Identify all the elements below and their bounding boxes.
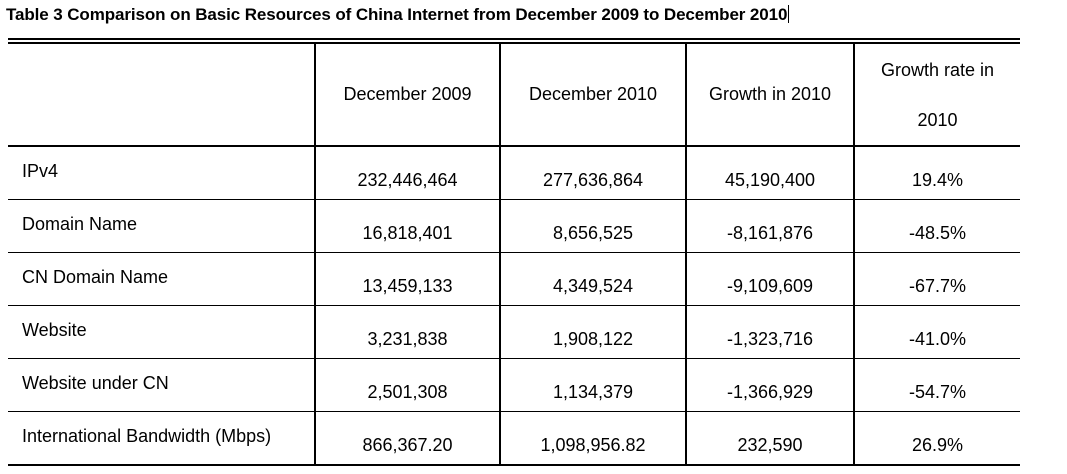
cell-dec-2009: 16,818,401: [314, 199, 500, 252]
cell-growth-rate: -41.0%: [853, 305, 1020, 358]
text-cursor: [788, 5, 790, 23]
cell-growth-rate: -67.7%: [853, 252, 1020, 305]
header-growth-rate-line1: Growth rate in: [880, 59, 995, 80]
cell-growth: 232,590: [685, 411, 854, 464]
cell-dec-2010: 1,098,956.82: [499, 411, 686, 464]
header-growth-rate: Growth rate in 2010: [853, 44, 1020, 147]
table-title: Table 3 Comparison on Basic Resources of…: [6, 5, 790, 25]
cell-growth: -1,366,929: [685, 358, 854, 411]
row-label: Domain Name: [22, 213, 138, 234]
table-title-text: Table 3 Comparison on Basic Resources of…: [6, 5, 788, 24]
cell-dec-2010: 277,636,864: [499, 146, 686, 199]
table-row: Website under CN 2,501,308 1,134,379 -1,366…: [8, 358, 1020, 411]
cell-growth: -8,161,876: [685, 199, 854, 252]
cell-dec-2010: 1,134,379: [499, 358, 686, 411]
cell-dec-2010: 4,349,524: [499, 252, 686, 305]
header-growth-rate-line2: 2010: [917, 109, 958, 130]
cell-dec-2009: 866,367.20: [314, 411, 500, 464]
cell-growth: 45,190,400: [685, 146, 854, 199]
header-dec-2009: December 2009: [314, 44, 500, 147]
cell-dec-2009: 232,446,464: [314, 146, 500, 199]
cell-growth: -1,323,716: [685, 305, 854, 358]
row-label: IPv4: [22, 161, 59, 181]
cell-dec-2010: 8,656,525: [499, 199, 686, 252]
table-row: IPv4 232,446,464 277,636,864 45,190,400 19.4…: [8, 146, 1020, 199]
table-row: International Bandwidth (Mbps) 866,367.20…: [8, 411, 1020, 464]
cell-growth-rate: -48.5%: [853, 199, 1020, 252]
cell-growth-rate: 19.4%: [853, 146, 1020, 199]
cell-dec-2009: 3,231,838: [314, 305, 500, 358]
top-rule-1: [8, 38, 1020, 40]
table-row: CN Domain Name 13,459,133 4,349,524 -9,109,…: [8, 252, 1020, 305]
header-row: December 2009 December 2010 Growth in 20…: [8, 44, 1020, 147]
header-growth: Growth in 2010: [685, 44, 854, 147]
header-dec-2010: December 2010: [499, 44, 686, 147]
row-label: Website under CN: [22, 372, 169, 393]
cell-dec-2009: 13,459,133: [314, 252, 500, 305]
row-label: Website: [22, 319, 87, 340]
table-row: Domain Name 16,818,401 8,656,525 -8,161,876…: [8, 199, 1020, 252]
bottom-rule: [8, 464, 1020, 466]
cell-growth-rate: 26.9%: [853, 411, 1020, 464]
cell-growth-rate: -54.7%: [853, 358, 1020, 411]
resources-table: December 2009 December 2010 Growth in 20…: [8, 44, 1020, 464]
cell-dec-2010: 1,908,122: [499, 305, 686, 358]
cell-dec-2009: 2,501,308: [314, 358, 500, 411]
row-label: International Bandwidth (Mbps): [22, 425, 272, 446]
cell-growth: -9,109,609: [685, 252, 854, 305]
row-label: CN Domain Name: [22, 266, 169, 287]
table-body: IPv4 232,446,464 277,636,864 45,190,400 19.4…: [8, 146, 1020, 464]
table-row: Website 3,231,838 1,908,122 -1,323,716 -41.0…: [8, 305, 1020, 358]
header-empty: [8, 44, 315, 147]
top-rule-2: [8, 42, 1020, 44]
